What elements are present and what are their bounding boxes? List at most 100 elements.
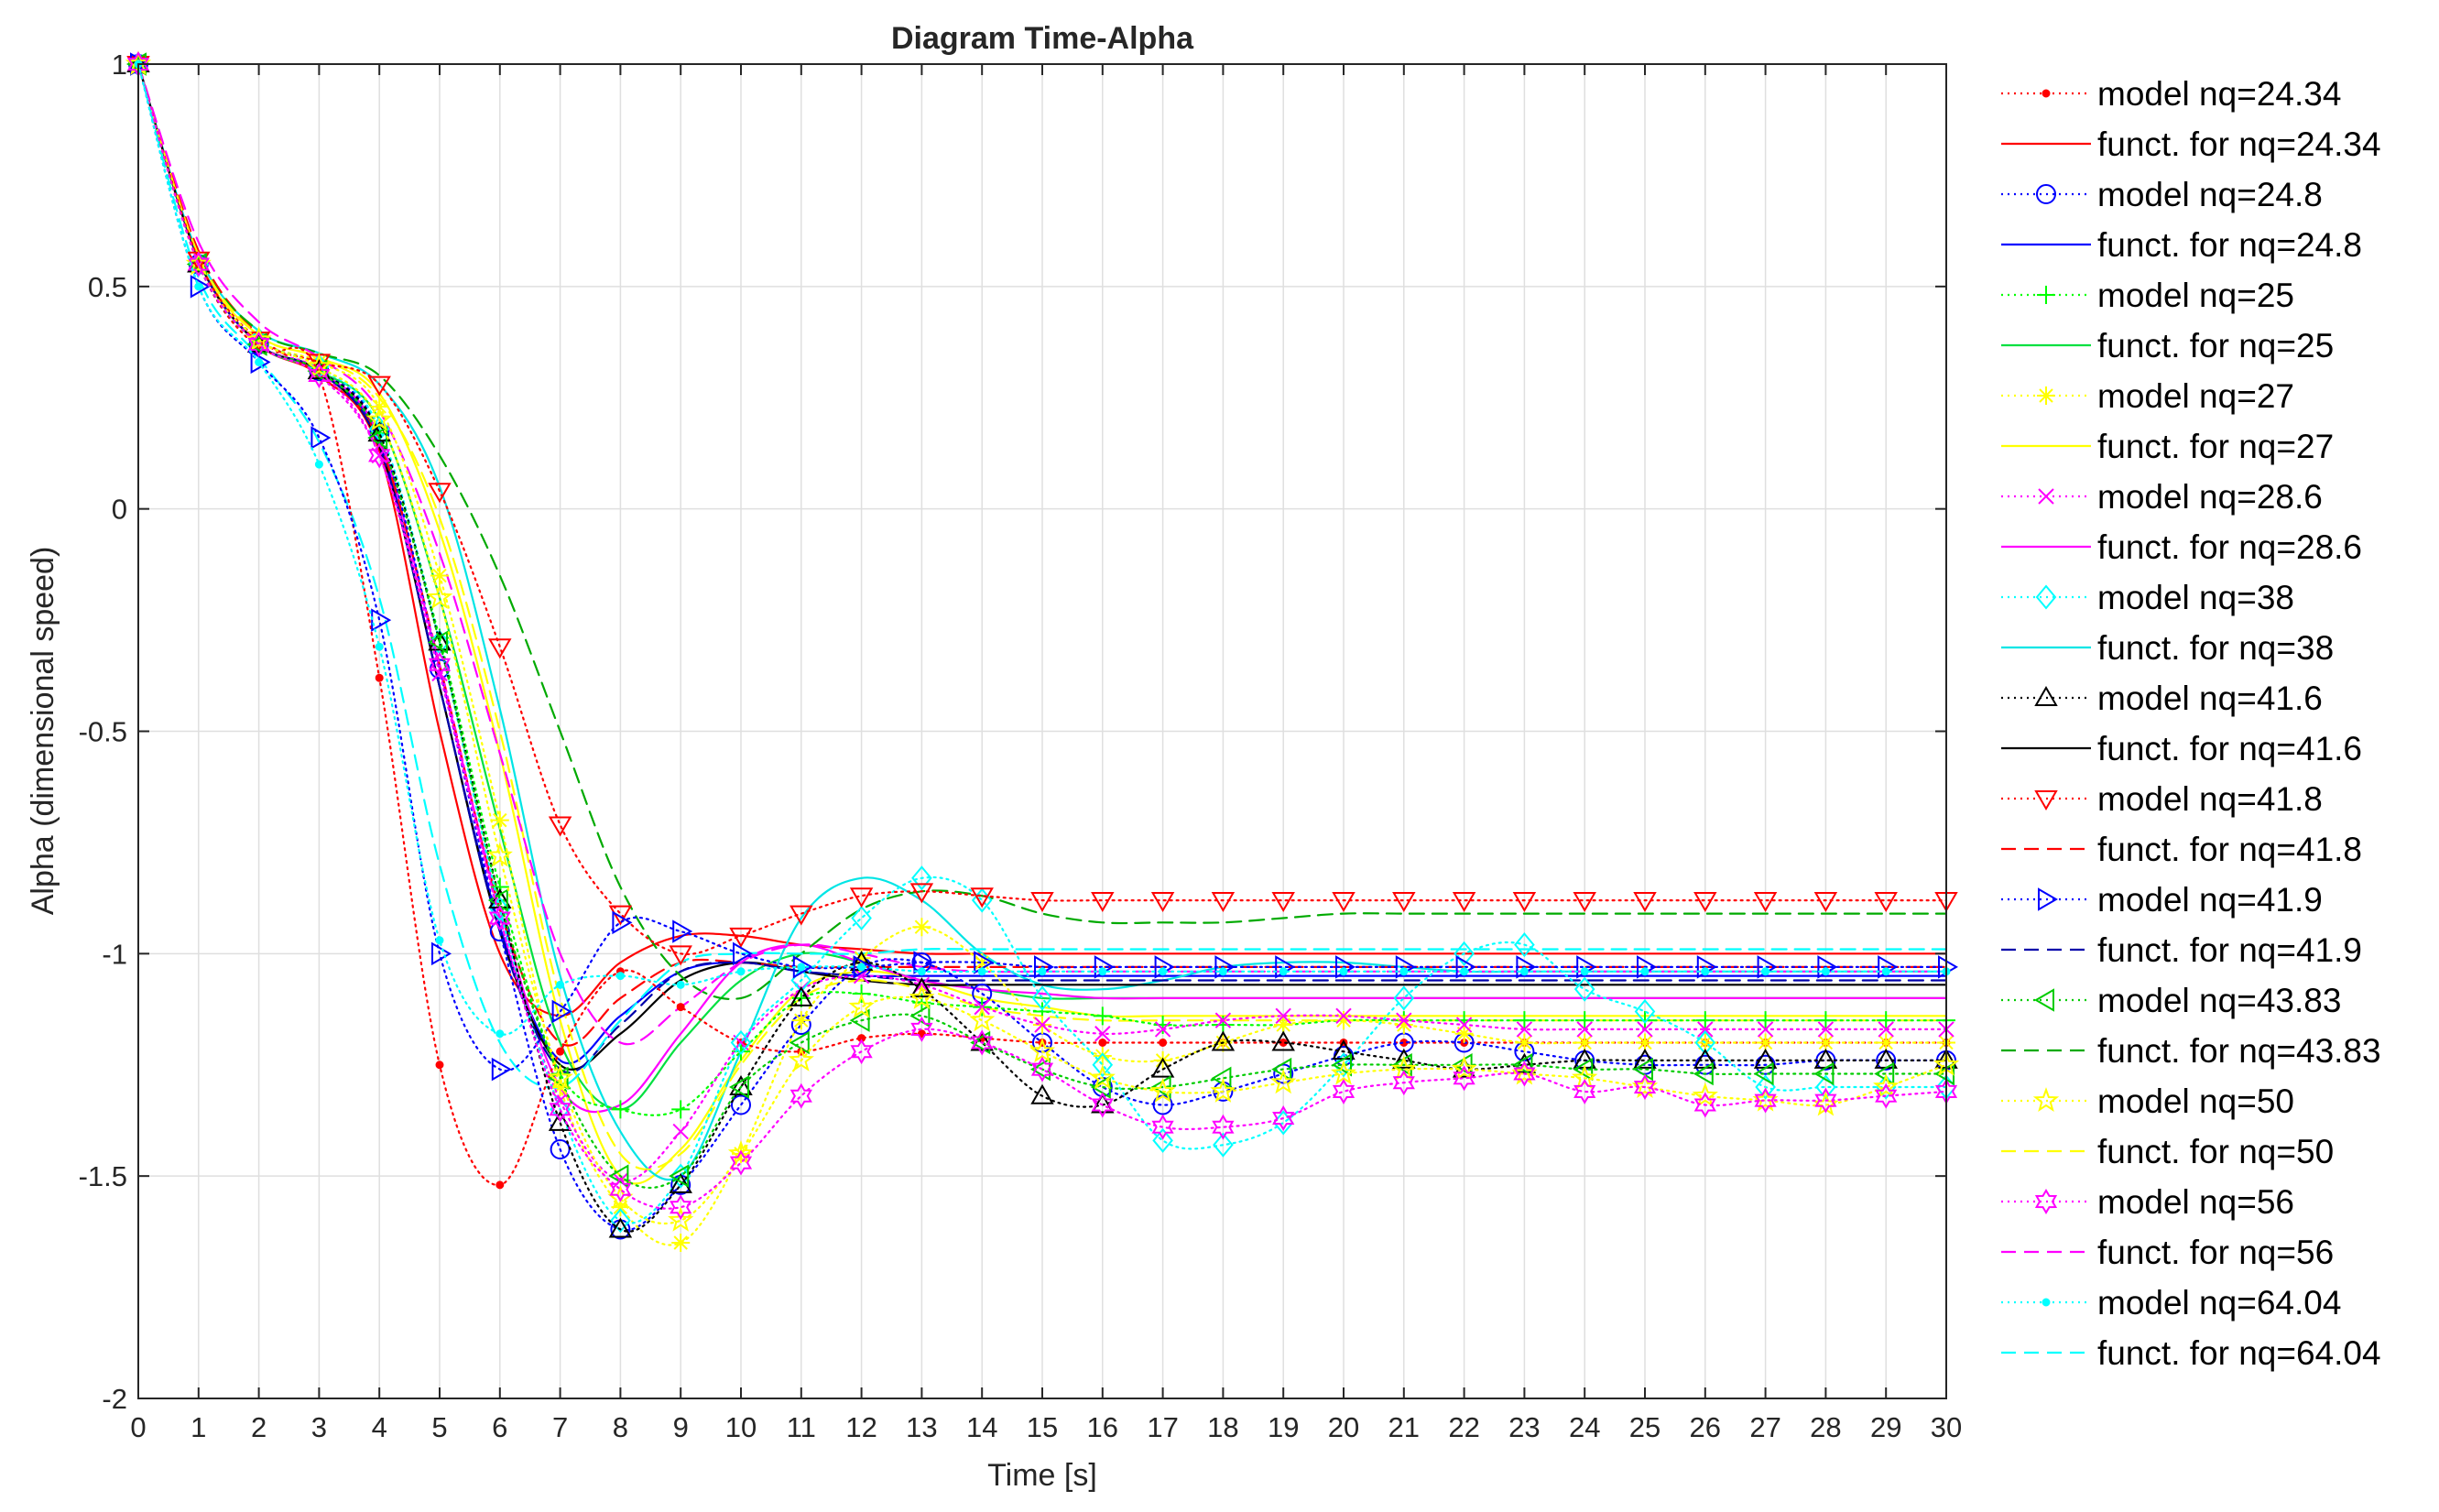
data-point [1813,1061,1835,1086]
legend-label: model nq=24.34 [2097,75,2341,113]
data-point [669,1164,690,1188]
legend-label: model nq=38 [2097,579,2294,616]
data-point [255,357,264,366]
data-point [1089,1064,1116,1090]
data-point [549,1096,572,1123]
legend-entry: model nq=25 [2001,277,2294,314]
legend-entry: model nq=41.9 [2001,881,2323,919]
data-point [1392,892,1416,913]
data-point [1335,1007,1352,1025]
data-point [729,927,753,948]
data-point [797,963,806,972]
data-point [1816,1011,1835,1030]
legend-marker [2037,386,2055,405]
data-point [1514,932,1535,958]
data-point [489,897,511,922]
legend-entry: funct. for nq=56 [2001,1234,2334,1271]
data-point [1098,967,1107,976]
data-point [615,972,625,981]
data-point [487,888,508,912]
data-point [367,375,391,397]
series-model-nq-50 [125,50,1960,1232]
data-point [1633,1057,1653,1082]
x-tick-label: 11 [787,1411,816,1443]
data-point [1576,1021,1593,1038]
data-point [250,350,271,375]
data-point [1454,1024,1474,1043]
data-point [375,673,384,682]
data-point [495,1029,505,1039]
data-point [727,1139,755,1165]
data-point [1636,1011,1654,1030]
data-point [849,1008,870,1032]
legend-marker [2034,686,2058,706]
y-tick-label: -1.5 [79,1160,127,1192]
data-point [366,406,393,431]
data-point [729,1075,749,1099]
data-point [1091,1092,1114,1118]
x-tick-label: 17 [1147,1411,1178,1443]
data-point [1519,967,1529,976]
data-point [729,1149,753,1176]
legend-entry: model nq=64.04 [2001,1284,2341,1322]
x-tick-label: 13 [906,1411,937,1443]
legend: model nq=24.34 funct. for nq=24.34 model n… [2001,75,2381,1372]
x-tick-label: 4 [372,1411,387,1443]
y-tick-label: 0 [112,494,127,526]
legend-label: model nq=64.04 [2097,1284,2341,1322]
series-model-nq-56 [126,51,1958,1221]
series-line-model-nq-64-04 [136,62,1948,1036]
plot-area [125,50,1960,1253]
data-point [1273,1063,1294,1084]
data-point [1211,1030,1236,1051]
data-point [1816,1033,1835,1052]
data-point [789,985,813,1006]
x-tick-label: 19 [1268,1411,1299,1443]
legend-label: model nq=25 [2097,277,2294,314]
data-point [917,967,926,976]
data-point [1580,967,1589,976]
data-point [1394,1016,1413,1035]
y-tick-label: -2 [102,1383,127,1415]
data-point [1881,967,1890,976]
data-point [488,638,512,659]
x-tick-label: 7 [552,1411,568,1443]
x-tick-label: 10 [725,1411,757,1443]
data-point [1392,1070,1415,1096]
data-point [1093,1006,1112,1026]
series-line-model-nq-41-9 [136,62,1948,1072]
y-tick-label: 1 [112,49,127,81]
legend-label: model nq=56 [2097,1183,2294,1221]
data-point [1575,1011,1595,1030]
legend-entry: funct. for nq=28.6 [2001,528,2362,566]
data-point [1874,892,1898,913]
data-point [1573,892,1596,913]
data-point [1153,1016,1172,1035]
data-point [550,1078,570,1097]
series-line-model-nq-24-8 [136,62,1948,1232]
data-point [670,1163,691,1189]
series-line-model-nq-24-34 [136,62,1948,1187]
data-point [671,1100,691,1119]
data-point [857,963,866,972]
data-point [1575,1033,1595,1052]
data-point [1821,967,1830,976]
data-point [789,1030,810,1055]
data-point [973,953,992,973]
data-point [1701,967,1710,976]
data-point [1454,941,1475,966]
x-tick-label: 16 [1087,1411,1118,1443]
legend-entry: model nq=24.34 [2001,75,2341,113]
data-point [1270,1069,1297,1094]
data-point [789,905,813,926]
legend-label: model nq=41.9 [2097,881,2323,919]
legend-entry: model nq=50 [2001,1082,2294,1120]
data-point [669,1172,692,1193]
series-line-funct-for-nq-43-83 [136,62,1948,1000]
legend-marker [2042,89,2051,98]
series-line-funct-for-nq-64-04 [136,62,1948,1089]
y-axis-label: Alpha (dimensional speed) [26,547,60,916]
y-tick-label: 0.5 [88,271,127,303]
x-tick-label: 28 [1810,1411,1841,1443]
legend-marker [2034,988,2054,1012]
